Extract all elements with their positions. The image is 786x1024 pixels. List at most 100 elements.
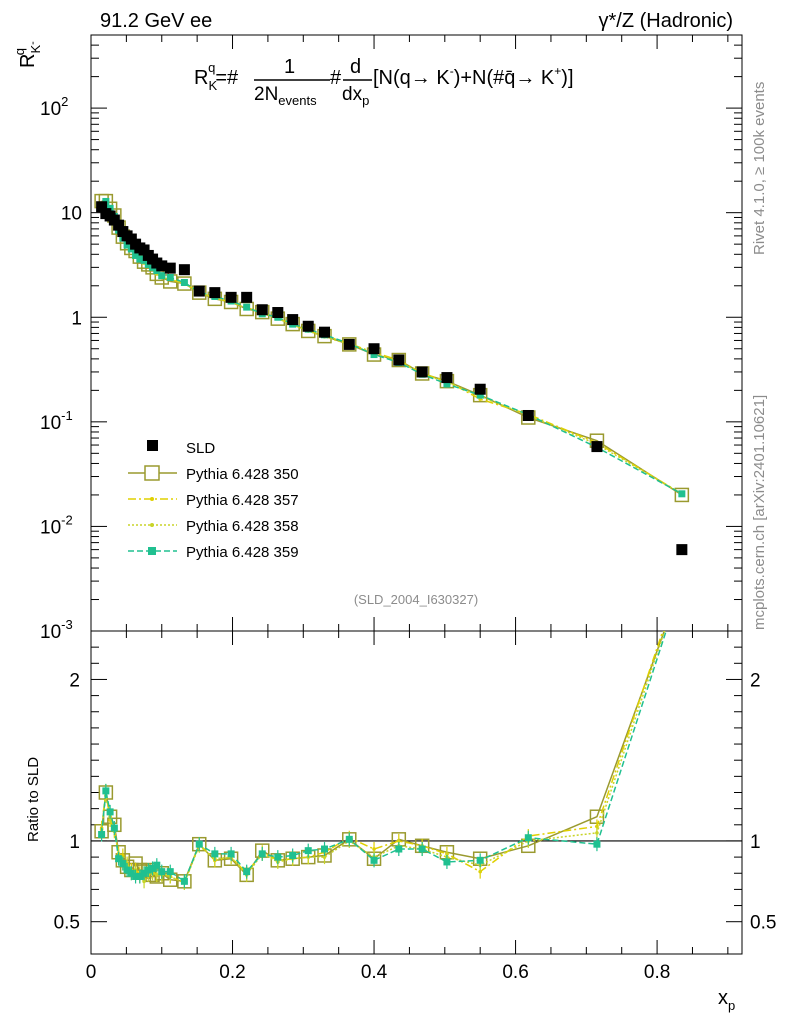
ratio-point [418,845,426,853]
ratio-tick-label-right: 1 [750,832,761,853]
legend-label-sld: SLD [186,440,215,457]
x-tick-label: 0.8 [644,962,670,983]
formula: RKq=# 1 2Nevents # d dxp [N(q→ K-)+N(#q̄… [194,56,574,108]
x-tick-label: 0 [86,962,97,983]
sld-point [319,326,331,338]
y-tick-label: 102 [40,94,68,120]
y-tick-label: 10-2 [40,512,73,538]
svg-text:#: # [330,67,342,89]
mc-point [177,276,192,291]
ratio-point [127,869,135,877]
ratio-tick-label-left: 0.5 [54,913,80,934]
mc-point [243,303,251,311]
sld-point [193,285,205,297]
ratio-point [195,840,203,848]
ratio-point [395,845,403,853]
sld-point [416,366,428,378]
svg-text:1: 1 [284,56,295,78]
ratio-point [180,877,188,885]
ratio-point [144,866,152,874]
ratio-tick-label-left: 2 [69,670,80,691]
series-sld [96,201,688,556]
ratio-point [370,856,378,864]
sld-point [302,320,314,332]
ratio-point [211,850,219,858]
legend-label-350: Pythia 6.428 350 [186,466,299,483]
ratio-point [274,853,282,861]
ratio-series-pythia-6-428-359 [98,579,685,889]
svg-text:dxp: dxp [342,84,369,108]
x-tick-label: 0.4 [361,962,388,983]
sld-point [591,441,603,453]
axis-ticks [90,34,742,954]
ratio-point [476,856,484,864]
mc-point [123,241,131,249]
ratio-point [110,824,118,832]
mc-point [342,337,357,352]
sld-point [178,264,190,276]
header-left: 91.2 GeV ee [100,10,212,32]
sld-point [368,343,380,355]
ratio-point [524,834,532,842]
x-tick-label: 0.2 [219,962,245,983]
sld-point [474,383,486,395]
ratio-point [595,831,599,835]
sld-point [256,304,268,316]
mc-point [370,351,378,359]
legend-marker-sld [147,440,158,451]
sld-point [156,260,168,272]
analysis-watermark: (SLD_2004_I630327) [354,592,478,607]
ratio-tick-label-left: 1 [69,832,80,853]
legend-marker-350 [144,465,160,481]
sld-point [343,338,355,350]
side-label-rivet: Rivet 4.1.0, ≥ 100k events [751,82,768,255]
svg-text:2Nevents: 2Nevents [254,84,317,108]
mc-point [678,490,686,498]
mc-point [136,255,144,263]
ratio-point [136,872,144,880]
sld-point [676,544,688,556]
y-axis-title-top: RK-q [12,41,43,68]
ratio-point [158,868,166,876]
legend-label-359: Pythia 6.428 359 [186,544,299,561]
ratio-point [140,869,148,877]
series-line [101,200,683,495]
ratio-point [289,851,297,859]
mc-point [180,278,188,286]
mc-point [674,487,690,503]
ratio-point [678,579,685,586]
ratio-point [155,873,159,877]
ratio-point [102,787,110,795]
ratio-point [321,845,329,853]
x-tick-label: 0.6 [502,962,528,983]
sld-point [209,287,221,299]
ratio-point [322,855,327,859]
ratio-point [675,576,688,589]
sld-point [241,291,253,303]
sld-point [96,201,108,213]
svg-text:RKq=#: RKq=# [194,60,239,93]
ratio-point [345,835,353,843]
x-axis-title: xp [718,987,735,1013]
ratio-point [680,578,684,582]
y-tick-label: 10 [61,204,82,225]
sld-point [164,262,176,274]
ratio-point [119,860,127,868]
sld-point [225,291,237,303]
sld-point [441,372,453,384]
ratio-panel-frame [90,630,743,955]
y-axis-title-ratio: Ratio to SLD [25,757,42,842]
sld-point [113,219,125,231]
legend: SLD Pythia 6.428 350 Pythia 6.428 357 Py… [128,440,299,561]
ratio-point [123,866,131,874]
ratio-point [593,840,601,848]
header-right: γ*/Z (Hadronic) [599,10,733,32]
legend-label-357: Pythia 6.428 357 [186,492,299,509]
ratio-point [243,868,251,876]
ratio-point [166,868,174,876]
ratio-point [304,847,312,855]
top-panel-frame [90,34,743,632]
ratio-point [149,864,157,872]
ratio-point [153,861,161,869]
